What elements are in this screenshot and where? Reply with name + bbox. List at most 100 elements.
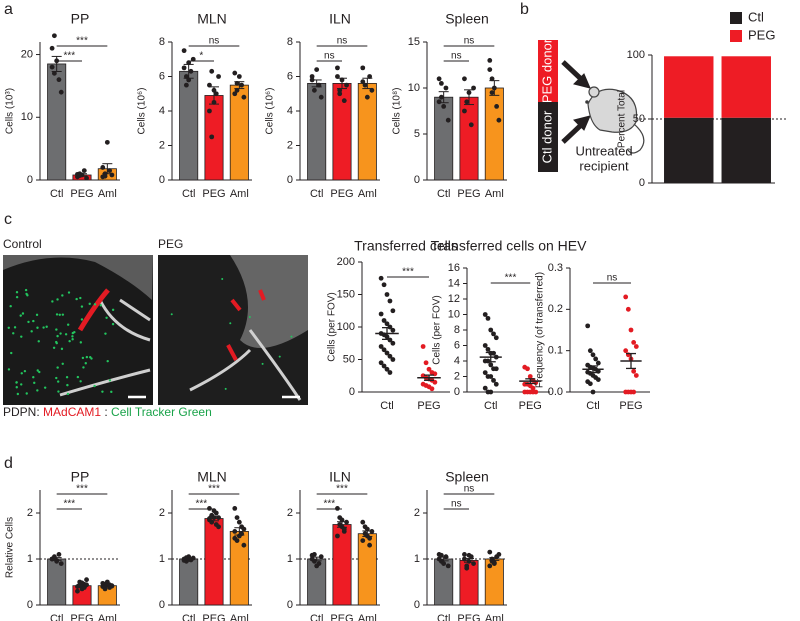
cell-dot xyxy=(68,339,71,343)
cell-dot xyxy=(30,330,33,333)
significance-label: *** xyxy=(505,273,517,284)
cell-dot xyxy=(73,330,76,334)
cell-dot xyxy=(57,390,60,393)
data-point xyxy=(360,538,366,543)
bar xyxy=(357,533,377,606)
y-tick-label: 0 xyxy=(287,599,293,611)
significance-label: *** xyxy=(63,51,75,62)
significance-label: *** xyxy=(402,267,414,278)
y-tick-label: 1 xyxy=(414,553,420,565)
chart-title: Spleen xyxy=(445,469,489,485)
y-tick-label: 0 xyxy=(639,177,645,189)
y-tick-label: 50 xyxy=(343,353,355,365)
cell-dot xyxy=(55,313,59,316)
data-point xyxy=(232,535,238,541)
cell-dot xyxy=(56,366,59,369)
data-point xyxy=(213,91,219,97)
y-tick-label: 10 xyxy=(448,308,460,320)
data-point xyxy=(471,85,476,91)
data-point xyxy=(443,85,449,91)
x-tick-label: PEG xyxy=(417,400,440,412)
y-tick-label: 0 xyxy=(159,174,165,186)
cell-dot xyxy=(99,304,102,307)
bar xyxy=(204,95,224,181)
bar xyxy=(179,70,199,181)
cell-dot xyxy=(20,372,23,375)
caption-part: MAdCAM1 xyxy=(43,405,101,419)
cell-dot xyxy=(82,366,85,369)
y-tick-label: 0 xyxy=(349,386,355,398)
data-point xyxy=(590,389,596,395)
data-point xyxy=(234,515,240,520)
x-tick-label: PEG xyxy=(519,400,542,412)
y-tick-label: 4 xyxy=(454,355,460,367)
chart-title: ILN xyxy=(329,469,351,485)
x-tick-label: PEG xyxy=(330,188,353,200)
y-tick-label: 2 xyxy=(287,139,293,151)
data-point xyxy=(378,275,384,281)
data-point xyxy=(236,74,242,79)
significance-label: ns xyxy=(464,484,475,495)
y-tick-label: 0.3 xyxy=(548,262,563,274)
data-point xyxy=(464,563,470,569)
data-point xyxy=(491,350,496,356)
data-point xyxy=(81,168,87,173)
data-point xyxy=(216,74,221,79)
data-point xyxy=(58,89,64,95)
legend-swatch xyxy=(730,30,742,42)
data-point xyxy=(236,519,242,525)
data-point xyxy=(190,56,196,62)
data-point xyxy=(489,76,495,82)
y-axis-label: Cells (per FOV) xyxy=(432,295,443,364)
data-point xyxy=(445,563,451,569)
recipient-label: Untreated xyxy=(575,143,632,158)
data-point xyxy=(181,65,187,71)
data-point xyxy=(530,385,536,391)
y-tick-label: 2 xyxy=(159,139,165,151)
cell-dot xyxy=(80,318,84,321)
data-point xyxy=(593,356,599,362)
data-point xyxy=(335,74,340,79)
y-tick-label: 2 xyxy=(287,507,293,519)
bar xyxy=(229,531,249,606)
data-point xyxy=(488,362,494,368)
y-tick-label: 10 xyxy=(21,111,33,123)
data-point xyxy=(232,529,238,534)
y-tick-label: 0.2 xyxy=(548,303,563,315)
cell-dot xyxy=(75,297,78,301)
cell-dot xyxy=(93,384,96,388)
data-point xyxy=(309,74,315,79)
data-point xyxy=(360,519,366,525)
cell-dot xyxy=(93,303,97,306)
cell-dot xyxy=(104,332,107,335)
data-point xyxy=(314,67,320,72)
data-point xyxy=(207,108,212,114)
y-tick-label: 6 xyxy=(287,70,293,82)
y-tick-label: 1 xyxy=(27,553,33,565)
data-point xyxy=(337,91,343,97)
x-tick-label: PEG xyxy=(70,613,93,621)
data-point xyxy=(344,82,349,88)
data-point xyxy=(384,292,390,297)
y-tick-label: 20 xyxy=(21,48,33,60)
data-point xyxy=(491,377,496,383)
bar-segment xyxy=(664,117,714,183)
cell-dot xyxy=(51,300,54,303)
panel-label: d xyxy=(4,455,13,472)
data-point xyxy=(429,386,435,392)
micrograph xyxy=(3,255,153,405)
data-point xyxy=(462,108,467,114)
cell-dot xyxy=(9,305,12,308)
y-tick-label: 2 xyxy=(414,507,420,519)
y-axis-label: Relative Cells xyxy=(5,517,16,578)
data-point xyxy=(234,87,240,93)
data-point xyxy=(487,563,493,569)
image-title: Control xyxy=(3,237,42,251)
data-point xyxy=(84,577,89,583)
data-point xyxy=(387,298,393,304)
bar xyxy=(332,83,352,181)
caption-part: Cell Tracker Green xyxy=(111,405,212,419)
bar-segment xyxy=(721,56,771,118)
data-point xyxy=(631,389,637,395)
data-point xyxy=(209,68,215,74)
